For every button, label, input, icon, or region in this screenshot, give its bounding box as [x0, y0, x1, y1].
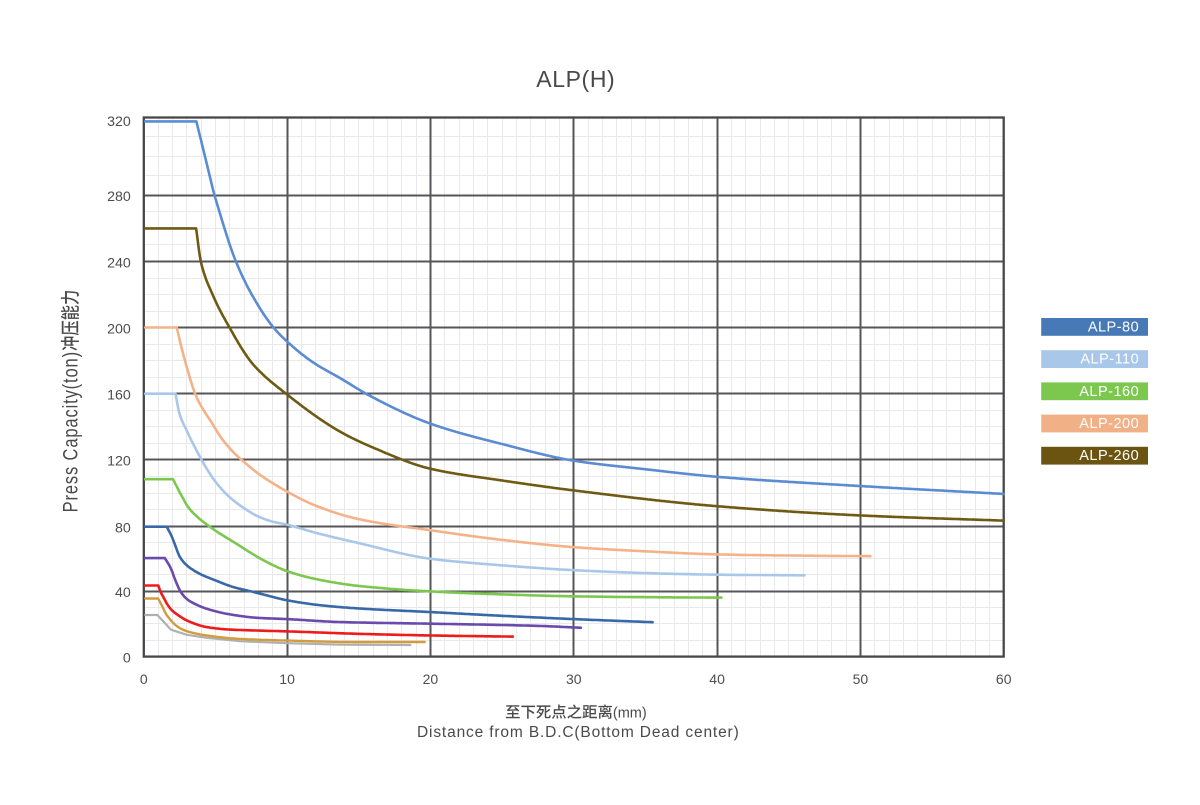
- svg-text:50: 50: [853, 671, 869, 687]
- svg-text:240: 240: [107, 256, 131, 272]
- svg-text:10: 10: [279, 671, 295, 687]
- svg-text:120: 120: [107, 453, 131, 469]
- svg-text:ALP(H): ALP(H): [536, 66, 615, 92]
- svg-text:Distance from B.D.C(Bottom Dea: Distance from B.D.C(Bottom Dead center): [417, 724, 740, 741]
- svg-text:40: 40: [115, 585, 131, 601]
- svg-text:30: 30: [566, 671, 582, 687]
- svg-text:Press Capacity(ton): Press Capacity(ton): [58, 352, 81, 512]
- svg-text:80: 80: [115, 521, 131, 537]
- svg-text:(mm): (mm): [613, 706, 647, 722]
- svg-text:160: 160: [107, 388, 131, 404]
- svg-text:40: 40: [709, 671, 725, 687]
- svg-text:ALP-110: ALP-110: [1080, 352, 1139, 368]
- svg-text:20: 20: [423, 671, 439, 687]
- svg-text:0: 0: [140, 671, 148, 687]
- svg-text:60: 60: [996, 671, 1012, 687]
- svg-text:0: 0: [123, 651, 131, 667]
- svg-text:ALP-260: ALP-260: [1079, 448, 1139, 464]
- svg-text:200: 200: [107, 321, 131, 337]
- svg-text:ALP-80: ALP-80: [1088, 319, 1139, 335]
- svg-text:ALP-200: ALP-200: [1079, 416, 1139, 432]
- svg-text:320: 320: [107, 114, 131, 130]
- svg-text:280: 280: [107, 189, 131, 205]
- svg-text:ALP-160: ALP-160: [1079, 384, 1139, 400]
